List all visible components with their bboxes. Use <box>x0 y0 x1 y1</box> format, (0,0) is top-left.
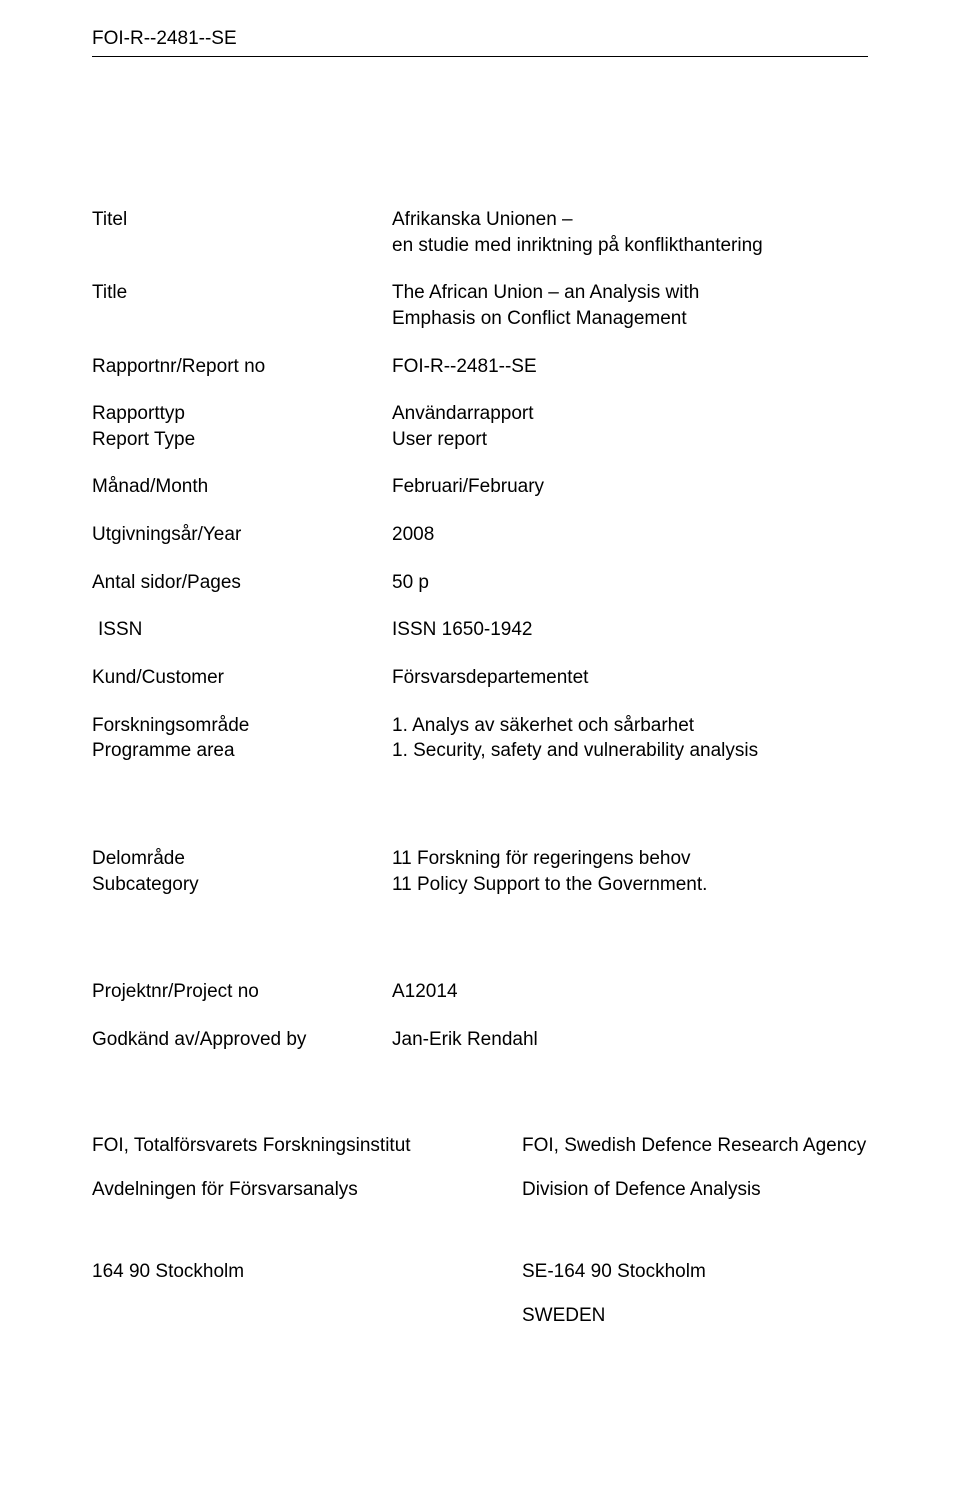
value-programme-en: 1. Security, safety and vulnerability an… <box>392 738 868 764</box>
field-pages: Antal sidor/Pages 50 p <box>92 570 868 596</box>
value-programme: 1. Analys av säkerhet och sårbarhet 1. S… <box>392 713 868 764</box>
value-title-line2: Emphasis on Conflict Management <box>392 306 868 332</box>
header-rule <box>92 56 868 57</box>
org-left-4 <box>92 1305 522 1327</box>
field-programme: Forskningsområde Programme area 1. Analy… <box>92 713 868 764</box>
field-project-no: Projektnr/Project no A12014 <box>92 979 868 1005</box>
value-customer: Försvarsdepartementet <box>392 665 868 691</box>
label-approved-by: Godkänd av/Approved by <box>92 1027 392 1053</box>
field-title: Title The African Union – an Analysis wi… <box>92 280 868 331</box>
value-titel-line1: Afrikanska Unionen – <box>392 207 868 233</box>
value-year: 2008 <box>392 522 868 548</box>
field-customer: Kund/Customer Försvarsdepartementet <box>92 665 868 691</box>
label-report-no: Rapportnr/Report no <box>92 354 392 380</box>
org-row-2: Avdelningen för Försvarsanalys Division … <box>92 1179 868 1201</box>
org-left-2: Avdelningen för Försvarsanalys <box>92 1179 522 1201</box>
label-subcategory: Delområde Subcategory <box>92 846 392 897</box>
label-titel: Titel <box>92 207 392 258</box>
field-issn: ISSN ISSN 1650-1942 <box>92 617 868 643</box>
document-page: FOI-R--2481--SE Titel Afrikanska Unionen… <box>0 0 960 1501</box>
value-title-line1: The African Union – an Analysis with <box>392 280 868 306</box>
label-subcategory-en: Subcategory <box>92 872 392 898</box>
org-right-3: SE-164 90 Stockholm <box>522 1261 868 1283</box>
value-subcategory: 11 Forskning för regeringens behov 11 Po… <box>392 846 868 897</box>
org-left-3: 164 90 Stockholm <box>92 1261 522 1283</box>
value-titel-line2: en studie med inriktning på konflikthant… <box>392 233 868 259</box>
value-month: Februari/February <box>392 474 868 500</box>
value-issn: ISSN 1650-1942 <box>392 617 868 643</box>
value-report-no: FOI-R--2481--SE <box>392 354 868 380</box>
field-report-no: Rapportnr/Report no FOI-R--2481--SE <box>92 354 868 380</box>
label-month: Månad/Month <box>92 474 392 500</box>
value-report-type: Användarrapport User report <box>392 401 868 452</box>
value-programme-sv: 1. Analys av säkerhet och sårbarhet <box>392 713 868 739</box>
label-subcategory-sv: Delområde <box>92 846 392 872</box>
value-subcategory-en: 11 Policy Support to the Government. <box>392 872 868 898</box>
label-report-type-sv: Rapporttyp <box>92 401 392 427</box>
label-report-type: Rapporttyp Report Type <box>92 401 392 452</box>
value-titel: Afrikanska Unionen – en studie med inrik… <box>392 207 868 258</box>
value-approved-by: Jan-Erik Rendahl <box>392 1027 868 1053</box>
label-customer: Kund/Customer <box>92 665 392 691</box>
value-report-type-sv: Användarrapport <box>392 401 868 427</box>
value-subcategory-sv: 11 Forskning för regeringens behov <box>392 846 868 872</box>
value-title: The African Union – an Analysis with Emp… <box>392 280 868 331</box>
label-issn: ISSN <box>92 617 392 643</box>
label-programme-sv: Forskningsområde <box>92 713 392 739</box>
label-programme: Forskningsområde Programme area <box>92 713 392 764</box>
org-row-4: SWEDEN <box>92 1305 868 1327</box>
label-programme-en: Programme area <box>92 738 392 764</box>
org-right-1: FOI, Swedish Defence Research Agency <box>522 1135 868 1157</box>
label-year: Utgivningsår/Year <box>92 522 392 548</box>
field-subcategory: Delområde Subcategory 11 Forskning för r… <box>92 846 868 897</box>
label-title: Title <box>92 280 392 331</box>
label-pages: Antal sidor/Pages <box>92 570 392 596</box>
org-row-3: 164 90 Stockholm SE-164 90 Stockholm <box>92 1261 868 1283</box>
field-year: Utgivningsår/Year 2008 <box>92 522 868 548</box>
doc-id-header: FOI-R--2481--SE <box>92 28 868 50</box>
value-pages: 50 p <box>392 570 868 596</box>
value-report-type-en: User report <box>392 427 868 453</box>
label-project-no: Projektnr/Project no <box>92 979 392 1005</box>
field-titel: Titel Afrikanska Unionen – en studie med… <box>92 207 868 258</box>
label-report-type-en: Report Type <box>92 427 392 453</box>
org-left-1: FOI, Totalförsvarets Forskningsinstitut <box>92 1135 522 1157</box>
org-right-4: SWEDEN <box>522 1305 868 1327</box>
field-month: Månad/Month Februari/February <box>92 474 868 500</box>
field-approved-by: Godkänd av/Approved by Jan-Erik Rendahl <box>92 1027 868 1053</box>
org-right-2: Division of Defence Analysis <box>522 1179 868 1201</box>
field-report-type: Rapporttyp Report Type Användarrapport U… <box>92 401 868 452</box>
value-project-no: A12014 <box>392 979 868 1005</box>
org-row-1: FOI, Totalförsvarets Forskningsinstitut … <box>92 1135 868 1157</box>
